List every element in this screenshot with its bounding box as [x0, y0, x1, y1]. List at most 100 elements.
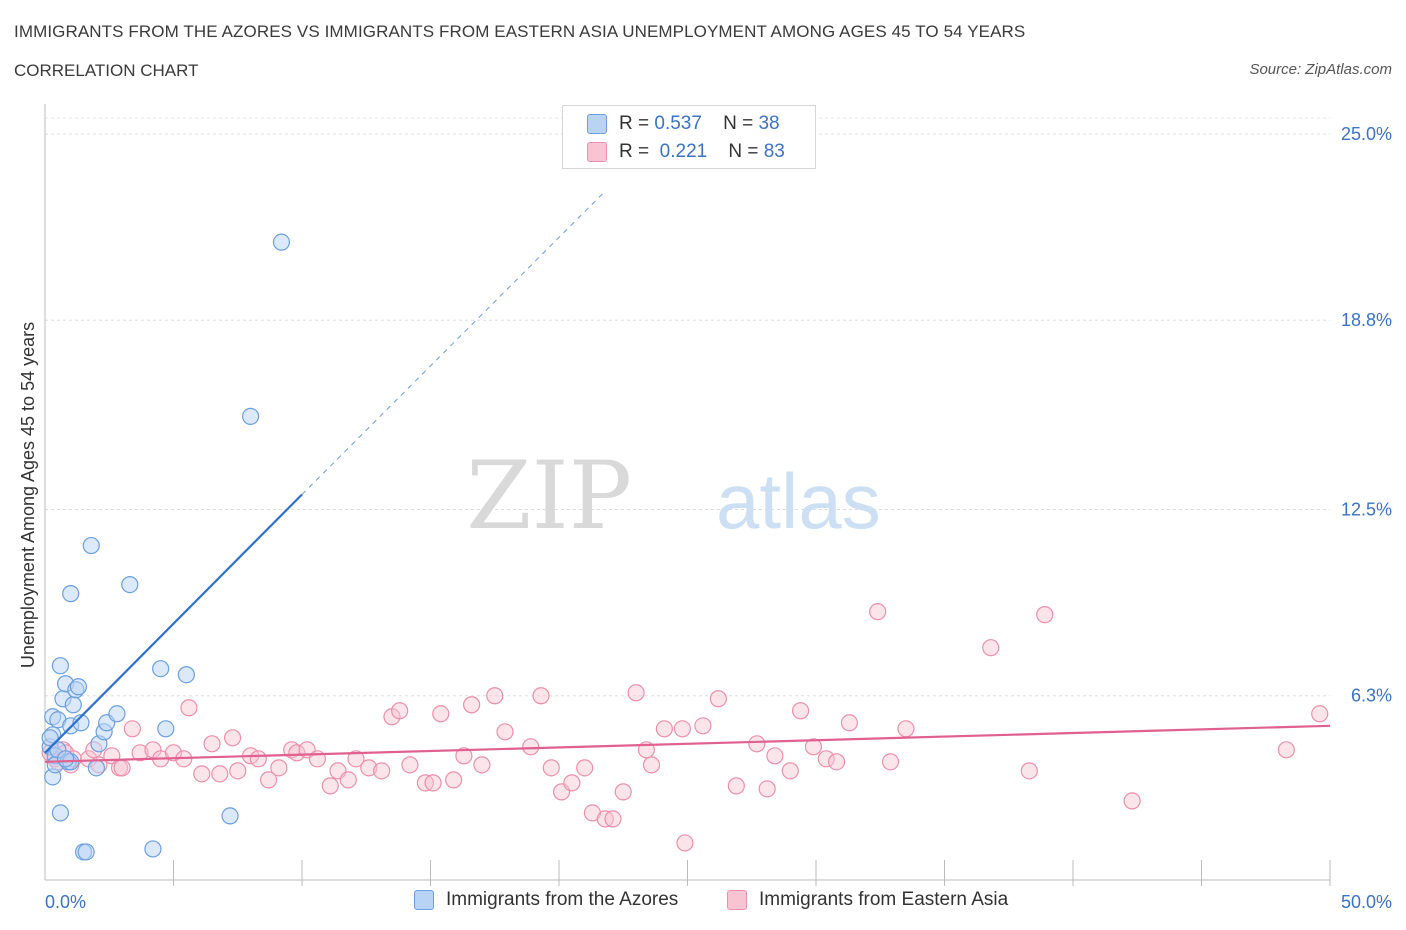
eastern-asia-point	[224, 729, 242, 747]
eastern-asia-point	[424, 774, 442, 792]
eastern-asia-point	[709, 690, 727, 708]
grid-layer	[45, 117, 1330, 697]
eastern-asia-point	[897, 720, 915, 738]
eastern-asia-point	[804, 738, 823, 756]
eastern-asia-point	[432, 705, 450, 723]
eastern-asia-point	[881, 753, 900, 771]
stats-row-eastern-asia: R = 0.221 N = 83	[587, 140, 785, 164]
stats-row-azores: R = 0.537 N = 38	[587, 112, 780, 136]
eastern-asia-point	[1311, 705, 1329, 723]
azores-point	[72, 714, 90, 732]
eastern-asia-point	[131, 744, 149, 762]
azores-point	[64, 696, 82, 714]
legend-item-azores[interactable]: Immigrants from the Azores	[414, 889, 678, 911]
azores-point	[51, 657, 70, 675]
eastern-asia-point	[791, 702, 810, 720]
eastern-asia-point	[164, 744, 183, 762]
azores-trend-line	[44, 493, 303, 754]
eastern-asia-point	[655, 720, 673, 738]
azores-point	[69, 678, 88, 696]
eastern-asia-point	[563, 774, 581, 792]
eastern-asia-point	[445, 771, 463, 789]
azores-point	[108, 705, 126, 723]
azores-swatch	[414, 890, 434, 910]
eastern-asia-point	[1277, 741, 1295, 759]
azores-point	[221, 807, 239, 825]
azores-point	[272, 233, 291, 251]
chart-title: IMMIGRANTS FROM THE AZORES VS IMMIGRANTS…	[14, 22, 1026, 41]
eastern-asia-point	[542, 759, 560, 777]
eastern-asia-point	[781, 762, 799, 780]
azores-point	[121, 575, 139, 594]
azores-swatch	[587, 114, 607, 134]
eastern-asia-point	[193, 765, 211, 783]
azores-point	[62, 585, 80, 603]
stats-legend: R = 0.537 N = 38 R = 0.221 N = 83	[562, 105, 816, 169]
eastern-asia-point	[614, 783, 632, 801]
trend-lines	[44, 190, 1331, 763]
eastern-asia-point	[391, 702, 409, 720]
eastern-asia-point	[347, 750, 365, 768]
azores-point	[56, 750, 75, 768]
eastern-asia-point	[694, 717, 712, 735]
azores-trend-extension	[301, 190, 606, 495]
legend-label-eastern-asia: Immigrants from Eastern Asia	[759, 889, 1009, 910]
eastern-asia-point	[473, 756, 491, 774]
eastern-asia-point	[259, 771, 278, 789]
eastern-asia-point	[1036, 606, 1054, 624]
axis-labels: 6.3% 12.5% 18.8% 25.0% 0.0% 50.0% Unemployment…	[18, 124, 1392, 912]
eastern-asia-point	[627, 684, 645, 702]
eastern-asia-trend-line	[44, 724, 1331, 763]
r-label: R =	[619, 141, 650, 162]
eastern-asia-point	[642, 756, 661, 774]
azores-point	[152, 660, 170, 678]
azores-point	[177, 666, 195, 684]
series-azores	[41, 233, 291, 861]
eastern-asia-point	[288, 744, 306, 762]
eastern-asia-point	[1123, 792, 1141, 810]
eastern-asia-point	[817, 750, 835, 768]
r-value-eastern-asia: 0.221	[659, 141, 708, 162]
y-tick-label: 18.8%	[1341, 310, 1392, 330]
eastern-asia-point	[869, 603, 887, 621]
eastern-asia-point	[203, 735, 221, 753]
y-tick-label: 6.3%	[1351, 686, 1392, 706]
x-tick-label-min: 0.0%	[45, 892, 86, 912]
r-value-azores: 0.537	[654, 113, 702, 134]
y-tick-label: 25.0%	[1341, 124, 1392, 144]
watermark-atlas: atlas	[716, 457, 881, 545]
eastern-asia-point	[727, 777, 745, 795]
watermark-zip: ZIP	[466, 442, 632, 551]
legend-label-azores: Immigrants from the Azores	[446, 889, 679, 910]
eastern-asia-point	[673, 720, 691, 738]
eastern-asia-point	[522, 738, 540, 756]
eastern-asia-point	[576, 759, 594, 777]
eastern-asia-point	[401, 756, 419, 774]
eastern-asia-point	[486, 687, 504, 705]
n-value-eastern-asia: 83	[763, 141, 785, 162]
eastern-asia-point	[360, 759, 378, 777]
n-label: N =	[728, 141, 759, 162]
eastern-asia-point	[113, 759, 131, 777]
eastern-asia-point	[748, 735, 766, 753]
eastern-asia-point	[123, 720, 141, 738]
y-axis-title: Unemployment Among Ages 45 to 54 years	[18, 322, 38, 668]
eastern-asia-point	[463, 696, 481, 714]
r-label: R =	[619, 113, 650, 134]
eastern-asia-point	[249, 750, 267, 768]
series-legend: Immigrants from the Azores Immigrants fr…	[0, 889, 1406, 917]
eastern-asia-point	[180, 699, 198, 717]
y-tick-label: 12.5%	[1341, 500, 1392, 520]
legend-item-eastern-asia[interactable]: Immigrants from Eastern Asia	[727, 889, 1008, 911]
eastern-asia-point	[758, 780, 776, 798]
eastern-asia-point	[766, 747, 784, 765]
chart-subtitle: CORRELATION CHART	[14, 61, 199, 80]
series-eastern-asia	[41, 603, 1329, 852]
watermark: ZIP atlas	[466, 442, 880, 551]
azores-point	[242, 407, 260, 425]
azores-point	[157, 720, 175, 738]
eastern-asia-point	[532, 687, 550, 705]
azores-point	[144, 840, 162, 858]
eastern-asia-point	[211, 765, 229, 783]
